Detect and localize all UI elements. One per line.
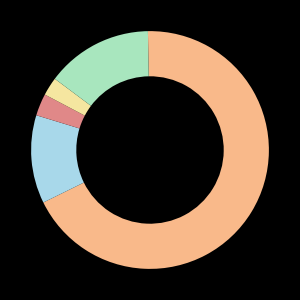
Wedge shape [36, 94, 85, 128]
Wedge shape [43, 31, 269, 269]
Wedge shape [31, 115, 84, 202]
Wedge shape [45, 79, 91, 116]
Wedge shape [55, 31, 149, 106]
